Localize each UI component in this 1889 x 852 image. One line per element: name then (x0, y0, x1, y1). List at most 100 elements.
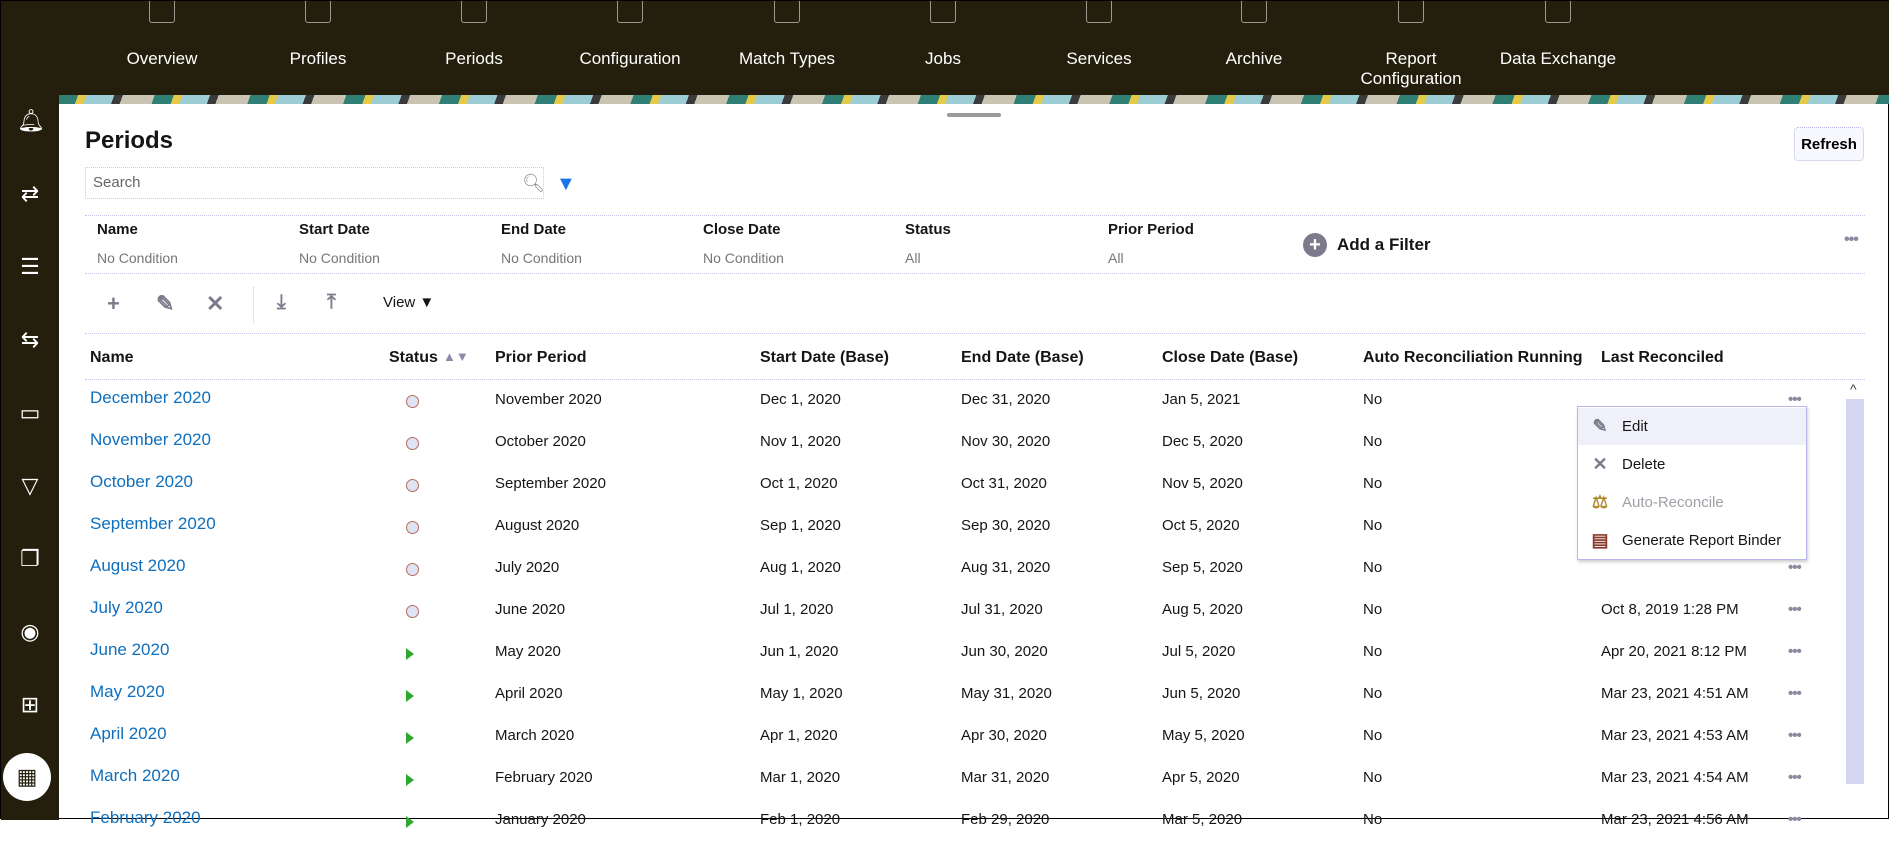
column-header-prior-period[interactable]: Prior Period (495, 349, 587, 366)
sidebar-item-filter-icon[interactable]: ▽ (21, 473, 39, 498)
nav-item-configuration[interactable]: Configuration (555, 1, 705, 69)
scale-icon: ⚖ (1591, 492, 1609, 512)
filter-prior-period[interactable]: Prior Period All (1108, 221, 1194, 266)
add-filter-button[interactable]: + Add a Filter (1303, 233, 1431, 257)
period-name-link[interactable]: July 2020 (90, 598, 163, 617)
refresh-button[interactable]: Refresh (1794, 127, 1864, 161)
sidebar-item-clipboard-icon[interactable]: ▭ (19, 400, 41, 425)
period-name-link[interactable]: June 2020 (90, 640, 170, 659)
start-cell: Apr 1, 2020 (760, 727, 838, 744)
delete-icon[interactable]: ✕ (206, 291, 225, 316)
menu-item-delete[interactable]: ✕ Delete (1578, 446, 1806, 483)
view-menu-button[interactable]: View ▼ (383, 294, 435, 311)
period-name-link[interactable]: April 2020 (90, 724, 167, 743)
sidebar-item-calendar-icon[interactable]: ▦ (3, 753, 51, 801)
table-row: May 2020 April 2020 May 1, 2020 May 31, 202… (85, 682, 1845, 726)
auto-cell: No (1363, 433, 1383, 450)
nav-item-jobs[interactable]: Jobs (868, 1, 1018, 69)
close-cell: Apr 5, 2020 (1162, 769, 1240, 786)
search-input[interactable]: Search (85, 167, 544, 199)
period-name-link[interactable]: August 2020 (90, 556, 186, 575)
filter-name[interactable]: Name No Condition (97, 221, 178, 266)
close-cell: Jul 5, 2020 (1162, 643, 1236, 660)
column-header-close-date-base-[interactable]: Close Date (Base) (1162, 349, 1299, 366)
column-header-status[interactable]: Status (389, 349, 438, 366)
auto-cell: No (1363, 727, 1383, 744)
auto-cell: No (1363, 559, 1383, 576)
edit-pencil-icon[interactable]: ✎ (156, 291, 175, 316)
row-actions-icon[interactable]: ••• (1788, 643, 1802, 660)
close-cell: Dec 5, 2020 (1162, 433, 1243, 450)
row-actions-icon[interactable]: ••• (1788, 559, 1802, 576)
status-pending-icon (406, 521, 419, 534)
menu-item-generate-report-binder[interactable]: ▤ Generate Report Binder (1578, 522, 1806, 559)
nav-item-overview[interactable]: Overview (87, 1, 237, 69)
nav-item-profiles[interactable]: Profiles (243, 1, 393, 69)
sidebar-item-reconcile-icon[interactable]: ⇄ (20, 181, 40, 206)
status-open-icon (406, 774, 414, 786)
prior-cell: August 2020 (495, 517, 580, 534)
menu-item-edit[interactable]: ✎ Edit (1578, 408, 1806, 445)
filter-close-date[interactable]: Close Date No Condition (703, 221, 784, 266)
status-pending-icon (406, 437, 419, 450)
download-icon[interactable]: ⤓ (277, 291, 286, 313)
row-actions-icon[interactable]: ••• (1788, 601, 1802, 618)
sort-arrows-icon[interactable]: ▲▼ (443, 349, 469, 364)
vertical-scrollbar[interactable] (1846, 399, 1864, 784)
period-name-link[interactable]: February 2020 (90, 808, 201, 827)
sidebar-item-documents-icon[interactable]: ❐ (20, 546, 40, 571)
period-name-link[interactable]: March 2020 (90, 766, 180, 785)
filter-start-date[interactable]: Start Date No Condition (299, 221, 380, 266)
row-actions-icon[interactable]: ••• (1788, 391, 1802, 408)
row-actions-icon[interactable]: ••• (1788, 811, 1802, 828)
nav-label: Match Types (738, 49, 836, 68)
filter-label: Name (97, 221, 138, 238)
column-header-last-reconciled[interactable]: Last Reconciled (1601, 349, 1724, 366)
column-header-end-date-base-[interactable]: End Date (Base) (961, 349, 1084, 366)
search-icon[interactable]: 🔍︎ (522, 173, 545, 193)
column-header-start-date-base-[interactable]: Start Date (Base) (760, 349, 889, 366)
end-cell: Jul 31, 2020 (961, 601, 1043, 618)
auto-cell: No (1363, 643, 1383, 660)
sidebar-item-settings-doc-icon[interactable]: ☰ (20, 254, 40, 279)
period-name-link[interactable]: May 2020 (90, 682, 165, 701)
nav-item-services[interactable]: Services (1024, 1, 1174, 69)
nav-item-match-types[interactable]: Match Types (712, 1, 862, 69)
sidebar-item-hierarchy-icon[interactable]: ⊞ (20, 692, 40, 717)
sidebar-item-view-doc-icon[interactable]: ◉ (20, 619, 40, 644)
filter-status[interactable]: Status All (905, 221, 951, 266)
nav-item-data-exchange[interactable]: Data Exchange (1483, 1, 1633, 69)
add-icon[interactable]: + (107, 291, 120, 316)
filter-value: No Condition (703, 250, 784, 266)
period-name-link[interactable]: September 2020 (90, 514, 216, 533)
filter-icon[interactable]: ▼ (556, 173, 576, 195)
nav-item-periods[interactable]: Periods (399, 1, 549, 69)
scroll-up-icon[interactable]: ^ (1850, 381, 1857, 397)
decorative-banner (59, 95, 1889, 104)
filter-value: No Condition (501, 250, 582, 266)
row-actions-icon[interactable]: ••• (1788, 727, 1802, 744)
filter-end-date[interactable]: End Date No Condition (501, 221, 582, 266)
panel-resize-handle[interactable] (947, 113, 1001, 117)
more-filters-icon[interactable]: ••• (1844, 231, 1859, 248)
close-cell: May 5, 2020 (1162, 727, 1245, 744)
prior-cell: May 2020 (495, 643, 561, 660)
row-actions-icon[interactable]: ••• (1788, 769, 1802, 786)
status-cell (406, 646, 414, 666)
column-header-auto-reconciliation-running[interactable]: Auto Reconciliation Running (1363, 349, 1583, 366)
nav-item-report-configuration[interactable]: Report Configuration (1336, 1, 1486, 89)
column-header-name[interactable]: Name (90, 349, 134, 366)
prior-cell: November 2020 (495, 391, 602, 408)
period-name-link[interactable]: November 2020 (90, 430, 211, 449)
period-name-link[interactable]: October 2020 (90, 472, 194, 491)
nav-item-archive[interactable]: Archive (1179, 1, 1329, 69)
table-row: September 2020 August 2020 Sep 1, 2020 Sep … (85, 514, 1845, 558)
nav-label: Archive (1225, 49, 1283, 68)
filter-value: No Condition (299, 250, 380, 266)
upload-icon[interactable]: ⤒ (327, 291, 336, 313)
sidebar-item-bell-icon[interactable]: 🔔︎ (17, 108, 45, 133)
period-name-link[interactable]: December 2020 (90, 388, 211, 407)
divider (85, 379, 1865, 380)
row-actions-icon[interactable]: ••• (1788, 685, 1802, 702)
sidebar-item-transfer-icon[interactable]: ⇆ (20, 327, 40, 352)
